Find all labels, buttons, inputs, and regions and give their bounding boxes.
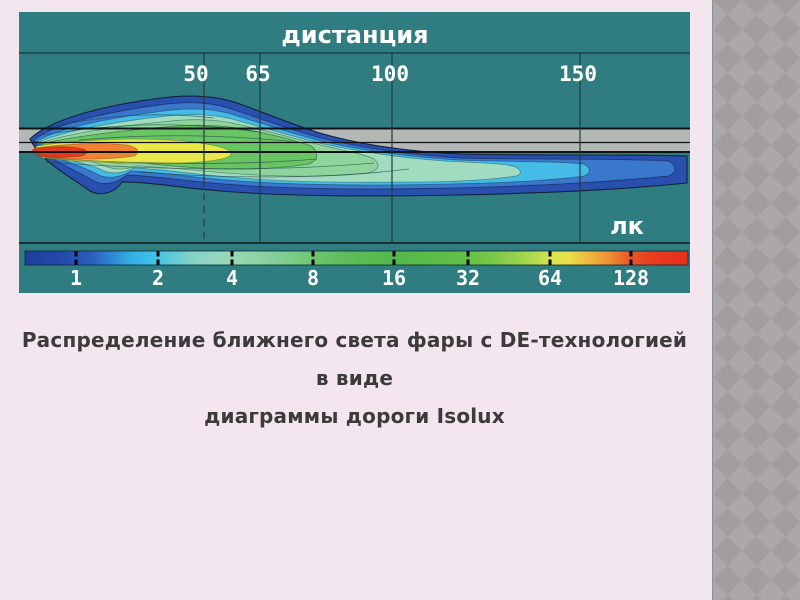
isolux-diagram-panel: дистанция 50 65 100 150 лк [19,12,690,293]
distance-label-65: 65 [245,62,270,86]
decorative-side-strip [712,0,800,600]
unit-label: лк [610,212,644,240]
distance-label-50: 50 [183,62,208,86]
caption: Распределение ближнего света фары с DE-т… [19,321,690,435]
scale-label-1: 1 [70,266,82,290]
distance-label-100: 100 [371,62,409,86]
distance-labels: 50 65 100 150 [183,62,597,86]
caption-line-2: диаграммы дороги Isolux [204,404,505,428]
scale-label-16: 16 [382,266,406,290]
scale-label-4: 4 [226,266,238,290]
color-scale-bar [24,250,689,266]
caption-line-1: Распределение ближнего света фары с DE-т… [21,328,688,390]
scale-label-8: 8 [307,266,319,290]
scale-label-32: 32 [456,266,480,290]
distance-grid-lines [203,53,581,243]
color-scale-ticks [74,251,633,265]
scale-label-64: 64 [538,266,562,290]
isolux-chart: дистанция 50 65 100 150 лк [19,12,690,293]
distance-label-150: 150 [559,62,597,86]
color-scale-labels: 1 2 4 8 16 32 64 128 [70,266,649,290]
scale-label-128: 128 [613,266,649,290]
chart-title: дистанция [281,21,428,49]
road-band-lines [19,127,690,153]
scale-label-2: 2 [152,266,164,290]
